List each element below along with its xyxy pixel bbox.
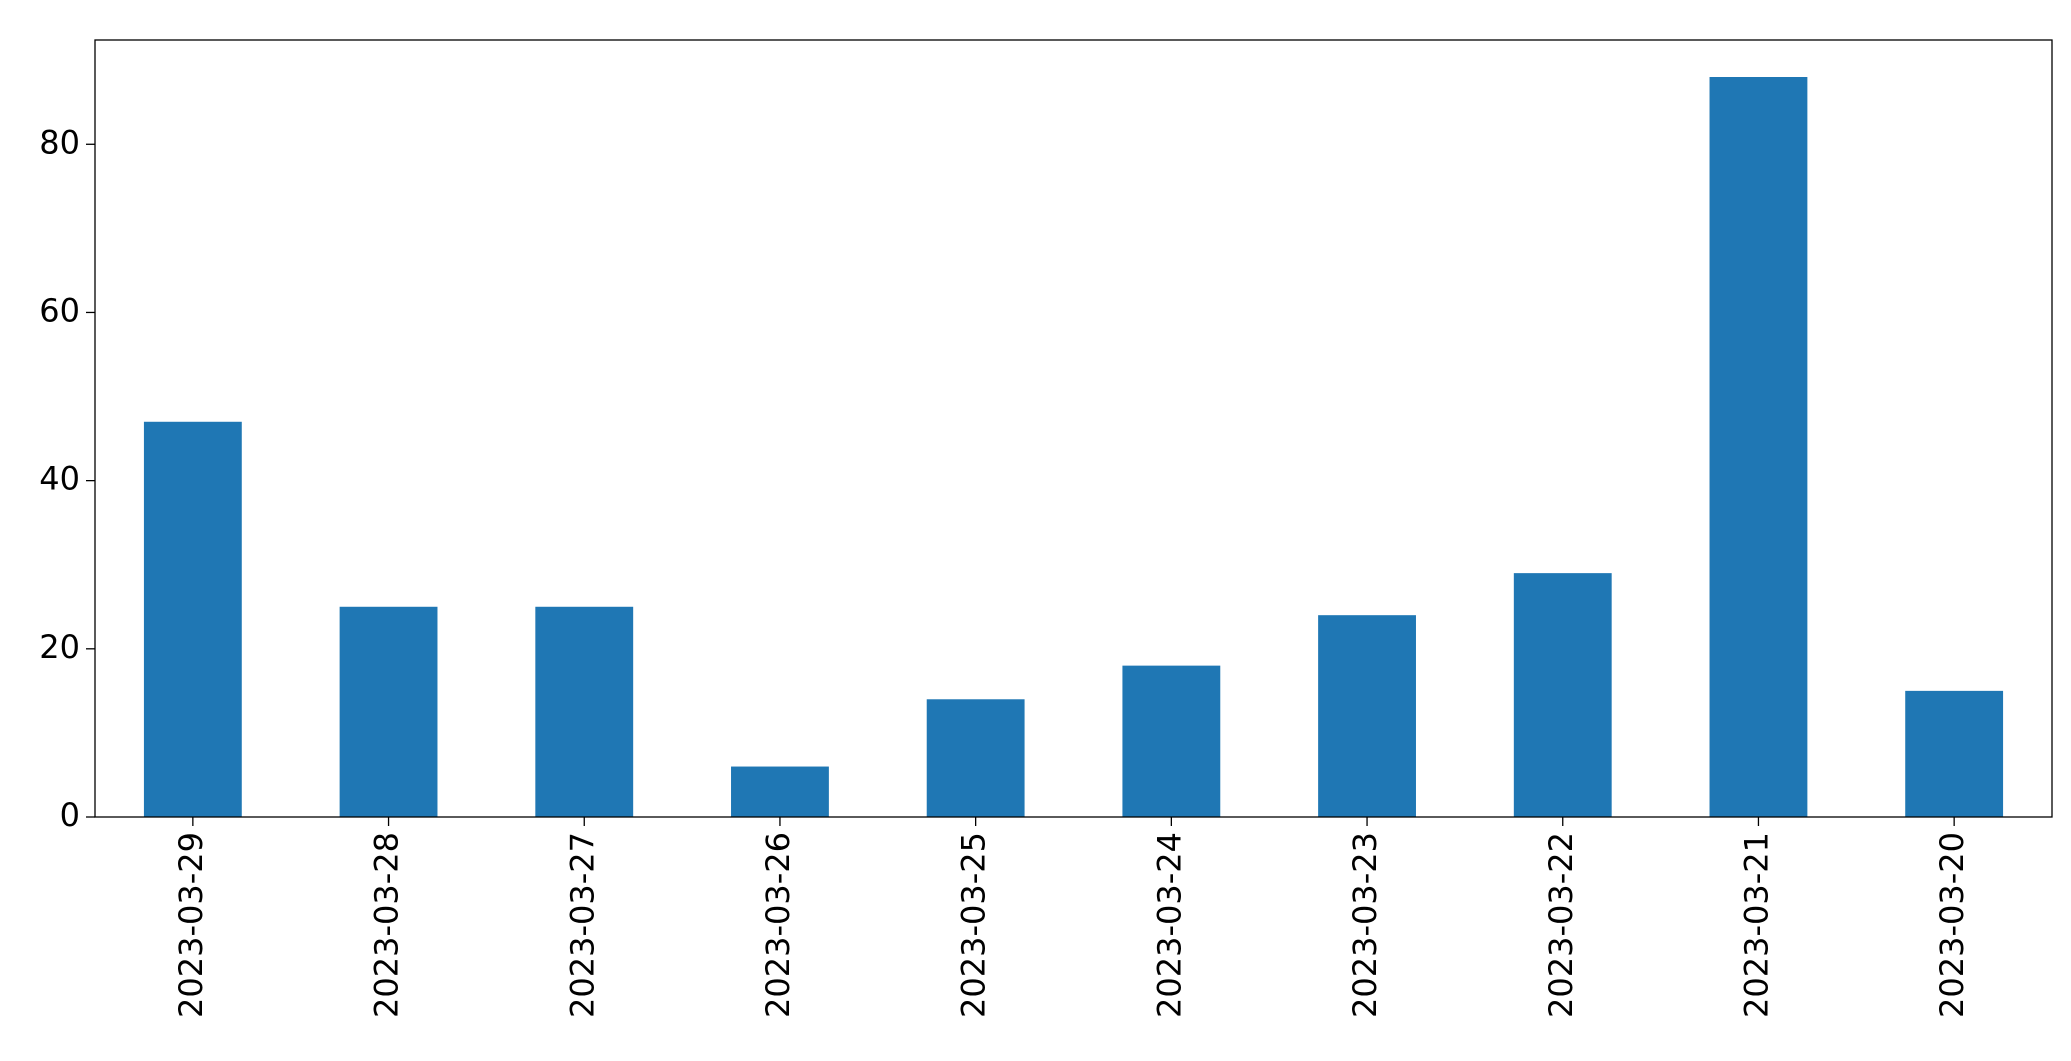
y-tick-label: 0 <box>60 796 80 834</box>
x-tick-label: 2023-03-20 <box>1933 832 1971 1018</box>
y-tick-label: 20 <box>39 628 80 666</box>
x-tick-label: 2023-03-23 <box>1346 832 1384 1018</box>
bar <box>1122 665 1221 817</box>
bar <box>535 606 634 817</box>
x-tick-label: 2023-03-26 <box>759 832 797 1018</box>
bar <box>1318 615 1416 817</box>
x-tick-label: 2023-03-28 <box>368 832 406 1018</box>
plot-frame <box>94 39 2053 818</box>
bar <box>1513 573 1612 817</box>
bar <box>339 606 438 817</box>
x-tick-label: 2023-03-25 <box>955 832 993 1018</box>
bar <box>731 766 829 817</box>
y-tick-label: 60 <box>39 291 80 329</box>
x-tick-label: 2023-03-27 <box>563 832 601 1018</box>
x-tick-label: 2023-03-22 <box>1542 832 1580 1018</box>
bar <box>143 421 242 817</box>
x-tick-label: 2023-03-24 <box>1150 832 1188 1018</box>
x-tick-label: 2023-03-21 <box>1737 832 1775 1018</box>
bar <box>1905 690 2004 817</box>
x-tick-label: 2023-03-29 <box>172 832 210 1018</box>
bar <box>1709 77 1808 817</box>
bar <box>926 699 1025 817</box>
y-tick-label: 80 <box>39 123 80 161</box>
y-tick-label: 40 <box>39 460 80 498</box>
